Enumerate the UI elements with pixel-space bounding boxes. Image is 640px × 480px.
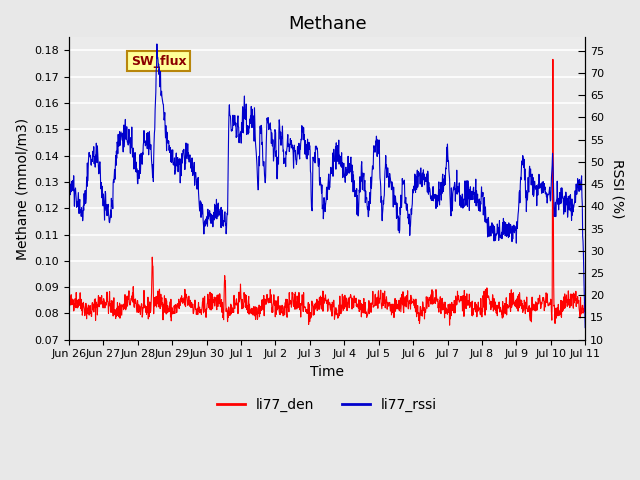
Text: SW_flux: SW_flux [131, 55, 187, 68]
X-axis label: Time: Time [310, 365, 344, 379]
Y-axis label: RSSI (%): RSSI (%) [611, 159, 625, 218]
Legend: li77_den, li77_rssi: li77_den, li77_rssi [212, 392, 443, 418]
Title: Methane: Methane [288, 15, 367, 33]
Y-axis label: Methane (mmol/m3): Methane (mmol/m3) [15, 118, 29, 260]
